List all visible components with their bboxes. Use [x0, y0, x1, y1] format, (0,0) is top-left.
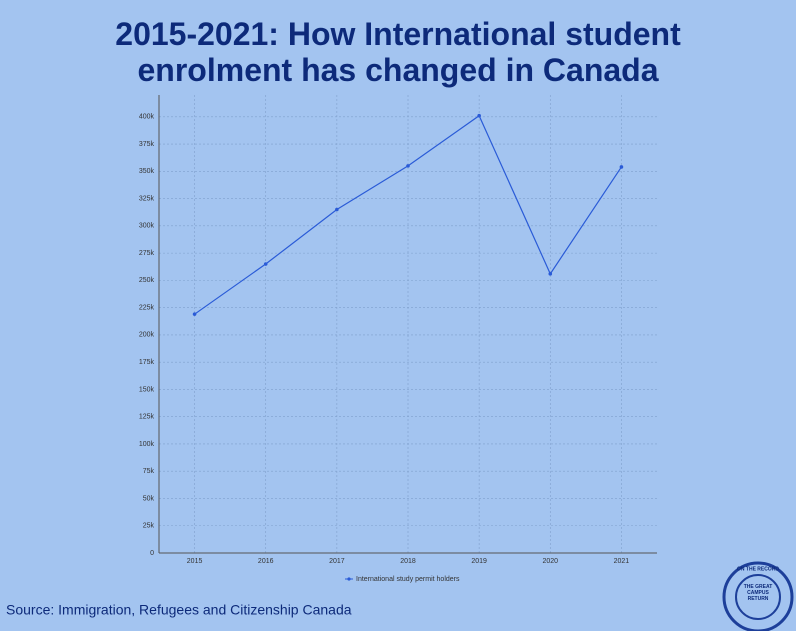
point: [619, 165, 624, 169]
x-tick-label: 2017: [329, 558, 345, 565]
y-tick-label: 25k: [143, 523, 155, 530]
y-tick-label: 175k: [139, 359, 155, 366]
point: [263, 262, 268, 266]
y-tick-label: 125k: [139, 414, 155, 421]
y-tick-label: 100k: [139, 441, 155, 448]
y-tick-label: 400k: [139, 114, 155, 121]
x-tick-label: 2019: [471, 558, 487, 565]
y-tick-label: 325k: [139, 195, 155, 202]
x-tick-label: 2015: [187, 558, 203, 565]
logo-ring: [735, 574, 781, 620]
point: [477, 113, 481, 118]
point: [406, 164, 410, 168]
point: [548, 272, 553, 276]
y-tick-label: 300k: [139, 223, 155, 230]
y-tick-label: 225k: [139, 304, 155, 311]
y-tick-label: 75k: [143, 468, 155, 475]
logo-center: THE GREAT CAMPUS RETURN: [743, 584, 773, 602]
logo: ON THE RECORD THE GREAT CAMPUS RETURN: [722, 561, 794, 631]
y-tick-label: 350k: [139, 168, 155, 175]
y-tick-label: 50k: [143, 495, 155, 502]
legend-marker: [347, 577, 351, 581]
y-tick-label: 0: [150, 550, 154, 557]
y-tick-label: 375k: [139, 141, 155, 148]
x-tick-label: 2020: [542, 558, 558, 565]
logo-ring-text: ON THE RECORD: [737, 566, 779, 572]
logo-center-text: THE GREAT CAMPUS RETURN: [743, 584, 773, 602]
legend-label: International study permit holders: [356, 576, 460, 583]
y-tick-label: 250k: [139, 277, 155, 284]
source-note: Source: Immigration, Refugees and Citize…: [6, 602, 352, 618]
x-tick-label: 2021: [614, 558, 630, 565]
x-tick-label: 2018: [400, 558, 416, 565]
y-tick-label: 275k: [139, 250, 155, 257]
point: [192, 312, 197, 316]
logo-ring: [722, 561, 794, 631]
x-tick-label: 2016: [258, 558, 274, 565]
y-tick-label: 150k: [139, 386, 155, 393]
chart-title: 2015-2021: How International student enr…: [115, 16, 681, 88]
point: [335, 207, 339, 212]
y-tick-label: 200k: [139, 332, 155, 339]
